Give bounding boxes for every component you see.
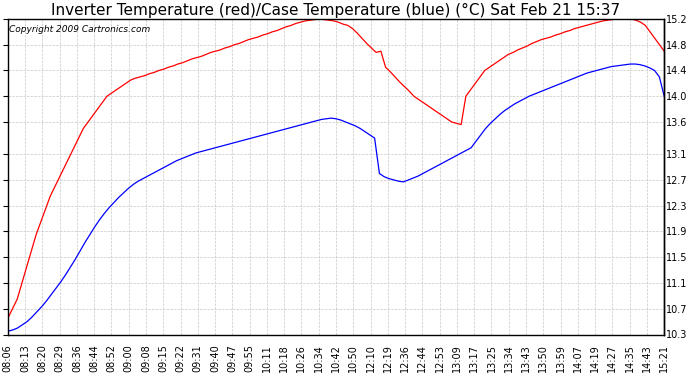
Title: Inverter Temperature (red)/Case Temperature (blue) (°C) Sat Feb 21 15:37: Inverter Temperature (red)/Case Temperat… (52, 3, 620, 18)
Text: Copyright 2009 Cartronics.com: Copyright 2009 Cartronics.com (9, 25, 150, 34)
